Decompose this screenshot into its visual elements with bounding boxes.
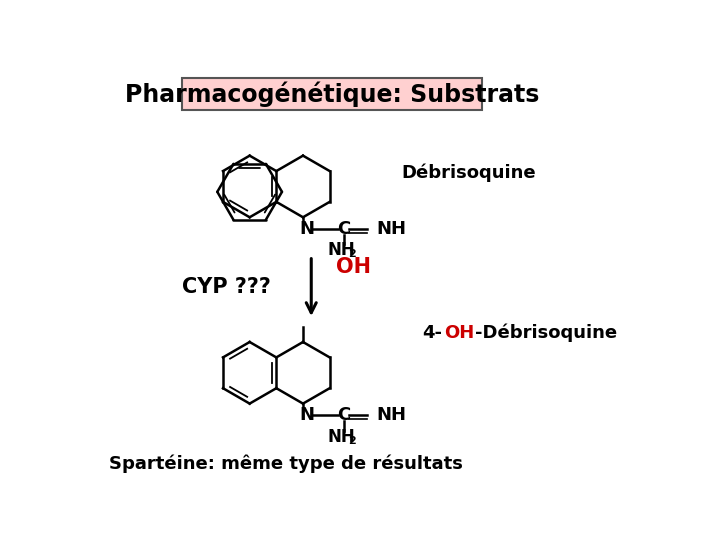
Text: 2: 2 [348, 249, 356, 259]
Text: Spartéine: même type de résultats: Spartéine: même type de résultats [109, 455, 463, 473]
Text: NH: NH [376, 220, 406, 238]
Text: OH: OH [444, 324, 474, 342]
Text: C: C [337, 220, 351, 238]
Text: NH: NH [376, 406, 406, 424]
Text: OH: OH [336, 258, 371, 278]
FancyBboxPatch shape [182, 78, 482, 110]
Text: C: C [337, 406, 351, 424]
Text: 2: 2 [348, 436, 356, 446]
Text: Débrisoquine: Débrisoquine [402, 163, 536, 182]
Text: N: N [300, 220, 315, 238]
Text: 4-: 4- [422, 324, 442, 342]
Text: NH: NH [328, 241, 356, 259]
Text: Pharmacogénétique: Substrats: Pharmacogénétique: Substrats [125, 82, 539, 107]
Text: NH: NH [328, 428, 356, 445]
Text: -Débrisoquine: -Débrisoquine [475, 323, 617, 342]
Text: CYP ???: CYP ??? [182, 278, 271, 298]
Text: N: N [300, 406, 315, 424]
